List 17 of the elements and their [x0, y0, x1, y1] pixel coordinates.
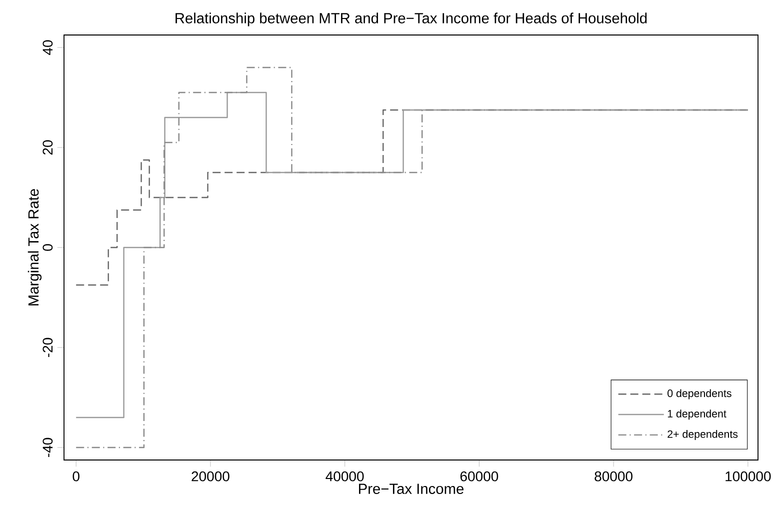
- chart-title: Relationship between MTR and Pre−Tax Income for Heads of Household: [176, 12, 647, 26]
- x-tick-label: 40000: [326, 471, 364, 482]
- y-tick-label: -40: [42, 438, 53, 457]
- y-axis-title: Marginal Tax Rate: [28, 189, 42, 306]
- legend-label: 0 dependents: [668, 389, 732, 400]
- x-tick-label: 0: [72, 471, 80, 482]
- legend-label: 2+ dependents: [668, 430, 738, 440]
- y-tick-label: 40: [42, 40, 53, 55]
- y-tick-label: -20: [42, 338, 53, 357]
- x-tick-label: 80000: [594, 471, 632, 482]
- legend-label: 1 dependent: [668, 410, 726, 420]
- x-tick-label: 20000: [192, 471, 230, 482]
- y-tick-label: 0: [42, 244, 53, 251]
- x-axis-title: Pre−Tax Income: [359, 484, 464, 494]
- x-tick-label: 100000: [726, 471, 771, 482]
- y-tick-label: 20: [42, 140, 53, 155]
- x-tick-label: 60000: [460, 471, 498, 482]
